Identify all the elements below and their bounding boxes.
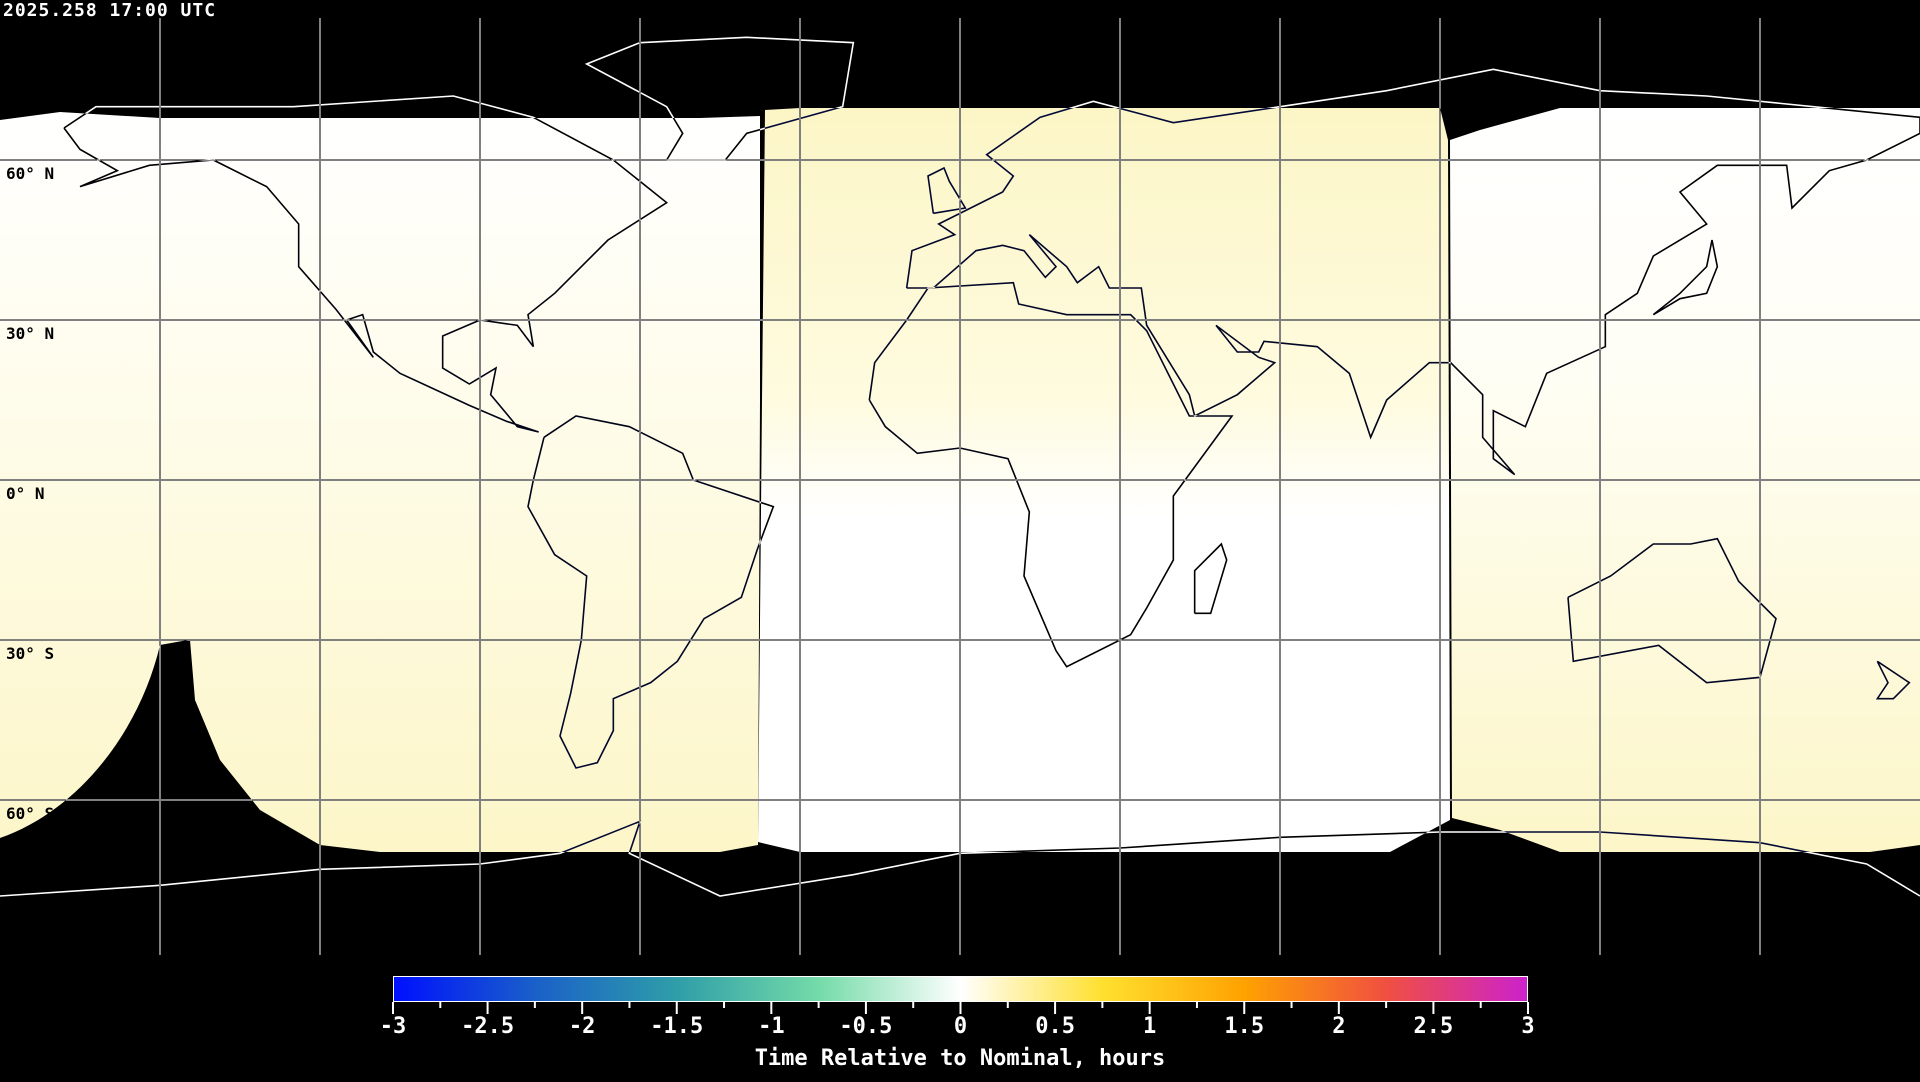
zone-west [0, 112, 760, 852]
coastline-madagascar [1193, 542, 1228, 615]
colorbar-tick-label: -2.5 [461, 1014, 515, 1039]
colorbar-tick-label: 2 [1332, 1014, 1346, 1039]
lat-label-60s: 60° S [6, 804, 55, 823]
coastline-africa [868, 281, 1234, 668]
colorbar-tick-label: 0 [953, 1014, 968, 1039]
lat-label-30n: 30° N [6, 324, 55, 343]
lat-label-0n: 0° N [6, 484, 45, 503]
coastline-britain [927, 166, 967, 215]
coastline-japan [1652, 239, 1719, 316]
colorbar-tick-label: 1 [1143, 1014, 1157, 1039]
coastline-australia [1567, 537, 1777, 684]
lat-label-60n: 60° N [6, 164, 55, 183]
lat-lon-grid [0, 18, 1920, 955]
colorbar-tick-label: -1.5 [650, 1014, 704, 1039]
colorbar-tick-label: 3 [1521, 1014, 1535, 1039]
timestamp: 2025.258 17:00 UTC [3, 0, 217, 21]
coastline-eurasia [905, 68, 1920, 476]
coastlines [0, 36, 1920, 897]
colorbar [393, 976, 1528, 1002]
colorbar-tick-label: -0.5 [839, 1014, 893, 1039]
colorbar-tick-label: -3 [379, 1014, 407, 1039]
coastline-new-zealand [1875, 660, 1911, 700]
coastline-north-america [63, 95, 669, 433]
world-map: 2025.258 17:00 UTC 60° N 30° N 0° N 30° … [0, 0, 1920, 955]
coastline-antarctica [0, 819, 1920, 897]
lat-label-30s: 30° S [6, 644, 55, 663]
colorbar-tick-label: -2 [568, 1014, 596, 1039]
colorbar-ticks [392, 1002, 1529, 1014]
coastline-greenland [584, 36, 855, 161]
colorbar-title: Time Relative to Nominal, hours [754, 1046, 1166, 1071]
map-canvas [0, 18, 1920, 955]
colorbar-tick-label: -1 [758, 1014, 785, 1039]
colorbar-tick-label: 2.5 [1413, 1014, 1454, 1039]
colorbar-tick-label: 0.5 [1035, 1014, 1075, 1039]
colorbar-tick-label: 1.5 [1224, 1014, 1265, 1039]
coastline-south-america [527, 415, 775, 769]
